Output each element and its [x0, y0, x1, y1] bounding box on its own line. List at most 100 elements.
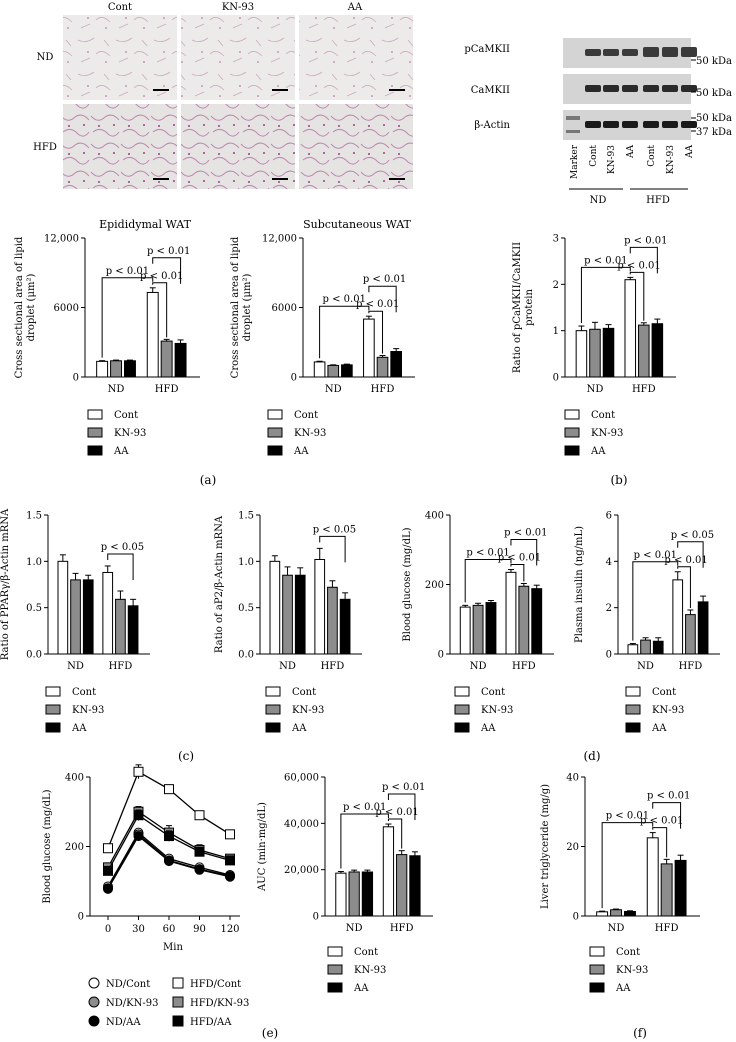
chart-a2: 0 6000 12,000 Cross sectional area of lipid…	[230, 218, 415, 395]
data-point	[225, 855, 235, 866]
legend-swatch	[327, 946, 343, 957]
bar-aa	[624, 910, 636, 917]
bar-cont	[335, 872, 347, 917]
bar-cont	[672, 579, 684, 655]
legend-swatch	[564, 445, 580, 456]
legend-swatch	[87, 427, 103, 438]
y-tick-label: 4	[606, 557, 612, 568]
legend-swatch	[87, 409, 103, 420]
y-axis-label: Blood glucose (mg/dL)	[42, 789, 53, 903]
legend-swatch	[625, 686, 641, 697]
bar-kn-93	[327, 364, 340, 378]
legend-swatch	[267, 445, 283, 456]
chart-b: 0 1 2 3 Ratio of pCaMKII/CaMKIIprotein ND HFD p…	[512, 234, 676, 395]
legend-swatch	[265, 722, 281, 733]
bar-kn-93	[640, 639, 651, 655]
blot-band	[662, 85, 678, 92]
bar-kn-93	[327, 586, 338, 655]
significance-label: p < 0.01	[466, 548, 509, 559]
x-tick-label: 60	[163, 924, 176, 935]
data-point	[164, 784, 174, 795]
legend-label: HFD/AA	[190, 1017, 232, 1028]
significance-label: p < 0.01	[356, 299, 399, 310]
y-tick-label: 12,000	[262, 234, 297, 245]
bar-legend: Cont KN-93 AA	[267, 409, 326, 457]
y-tick-label: 60,000	[284, 773, 319, 784]
y-axis-label-line: droplet (μm²)	[242, 274, 253, 342]
blot-band	[643, 47, 659, 57]
y-tick-label: 6000	[54, 303, 79, 314]
bar-legend: Cont KN-93 AA	[265, 686, 324, 734]
legend-label: KN-93	[292, 705, 324, 716]
significance-bracket	[319, 305, 370, 359]
blot-lane-label: KN-93	[666, 145, 676, 174]
data-point	[194, 846, 205, 857]
x-category-label: HFD	[321, 661, 345, 672]
legend-label: Cont	[354, 947, 378, 958]
bar-kn-93	[70, 579, 81, 655]
significance-bracket	[677, 566, 691, 608]
bar-aa	[697, 601, 709, 655]
significance-bracket	[652, 827, 668, 858]
legend-swatch	[267, 427, 283, 438]
bar-aa	[390, 351, 402, 378]
kda-label: 50 kDa	[696, 88, 732, 99]
blot-band	[622, 85, 638, 92]
y-tick-label: 20,000	[284, 865, 319, 876]
bar-cont	[505, 571, 517, 655]
blot-band	[603, 121, 619, 128]
legend-label: KN-93	[114, 428, 146, 439]
panel-label-d: (d)	[583, 749, 600, 763]
x-category-label: ND	[637, 661, 654, 672]
legend-label: ND/Cont	[106, 979, 150, 990]
legend-swatch	[625, 722, 641, 733]
y-tick-label: 0	[553, 373, 559, 384]
y-tick-label: 12,000	[44, 234, 79, 245]
blot-lane-label: Marker	[570, 144, 580, 179]
y-tick-label: 1.5	[238, 511, 254, 522]
y-tick-label: 20	[566, 842, 579, 853]
egtt-legend: ND/Cont HFD/Cont ND/KN-93 HFD/KN-93 ND/A…	[88, 977, 249, 1028]
x-tick-label: 120	[220, 924, 239, 935]
y-axis-label-line: Cross sectional area of lipid	[230, 236, 241, 378]
legend-marker-nd-cont	[88, 977, 100, 989]
legend-label: AA	[353, 983, 369, 994]
panel-label-b: (b)	[610, 473, 627, 487]
legend-swatch	[625, 704, 641, 715]
y-axis-label-line: Ratio of PPARγ/β-Actin mRNA	[0, 508, 11, 660]
chart-c2: 0.0 0.5 1.0 1.5 Ratio of aP2/β-Actin mRNA ND H…	[214, 511, 362, 672]
y-tick-label: 0.5	[26, 603, 42, 614]
data-point	[194, 810, 205, 821]
legend-swatch	[327, 982, 343, 993]
y-axis-label: Ratio of pCaMKII/CaMKIIprotein	[512, 242, 535, 373]
bar-cont	[459, 606, 471, 655]
blot-band	[681, 121, 697, 128]
bar-kn-93	[160, 340, 173, 378]
chart-c1: 0.0 0.5 1.0 1.5 Ratio of PPARγ/β-Actin mRNA N…	[0, 508, 150, 672]
bar-cont	[596, 911, 609, 917]
significance-bracket	[464, 559, 512, 603]
chart-a1: 0 6000 12,000 Cross sectional area of lipid…	[14, 218, 200, 395]
bar-cont	[627, 644, 639, 655]
y-tick-label: 40,000	[284, 819, 319, 830]
significance-bracket	[652, 802, 682, 829]
chart-f: 0 20 40 Liver triglyceride (mg/g) ND HFD p < 0…	[540, 773, 700, 934]
bar-legend: Cont KN-93 AA	[87, 409, 146, 457]
y-axis-label: Cross sectional area of lipiddroplet (μm…	[14, 236, 37, 378]
legend-label: ND/AA	[106, 1017, 141, 1028]
x-category-label: HFD	[512, 661, 536, 672]
bar-cont	[102, 571, 114, 655]
bar-cont	[314, 558, 326, 655]
chart-e2: 0 20,000 40,000 60,000 AUC (min·mg/dL) ND HFD p…	[257, 773, 433, 934]
western-blot: pCaMKII CaMKII β-Actin 50 kDa 50 kDa 50 …	[464, 38, 732, 206]
bar-kn-93	[638, 324, 650, 378]
legend-label: AA	[71, 723, 87, 734]
bar-cont	[382, 826, 395, 917]
chart-d1: 0 200 400 Blood glucose (mg/dL) ND HFD p < 0.0…	[402, 511, 554, 672]
legend-swatch	[454, 722, 470, 733]
y-axis-label: Ratio of PPARγ/β-Actin mRNA	[0, 508, 11, 660]
blot-lane-label: Cont	[589, 145, 599, 167]
bar-aa	[651, 323, 664, 378]
significance-label: p < 0.01	[106, 266, 149, 277]
data-point	[133, 766, 144, 777]
